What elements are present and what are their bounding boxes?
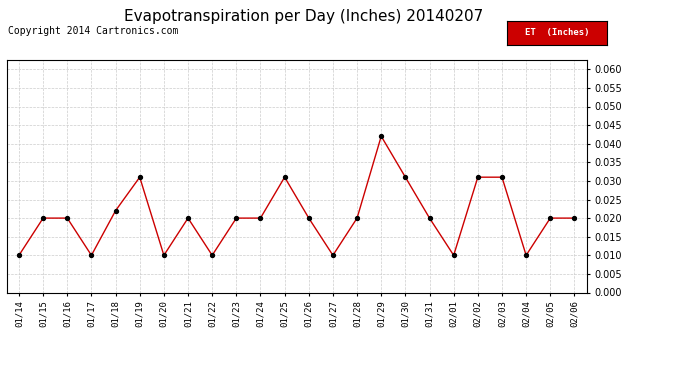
Point (375, 133, 386, 139)
Point (497, 174, 508, 180)
Point (569, 215, 580, 221)
Point (110, 208, 121, 214)
Point (255, 215, 266, 221)
Point (207, 252, 218, 258)
Point (86, 252, 97, 258)
Point (158, 252, 169, 258)
Point (134, 174, 145, 180)
Point (400, 174, 411, 180)
Point (351, 215, 363, 221)
Point (520, 252, 531, 258)
Point (230, 215, 241, 221)
Text: Evapotranspiration per Day (Inches) 20140207: Evapotranspiration per Day (Inches) 2014… (124, 9, 483, 24)
Point (182, 215, 193, 221)
Point (303, 215, 314, 221)
Text: Copyright 2014 Cartronics.com: Copyright 2014 Cartronics.com (8, 26, 179, 36)
Point (424, 215, 435, 221)
Point (328, 252, 339, 258)
Text: ET  (Inches): ET (Inches) (525, 28, 589, 38)
Point (14, 252, 25, 258)
Point (472, 174, 483, 180)
Point (448, 252, 460, 258)
Point (62, 215, 73, 221)
Point (279, 174, 290, 180)
Point (37, 215, 48, 221)
Point (545, 215, 556, 221)
